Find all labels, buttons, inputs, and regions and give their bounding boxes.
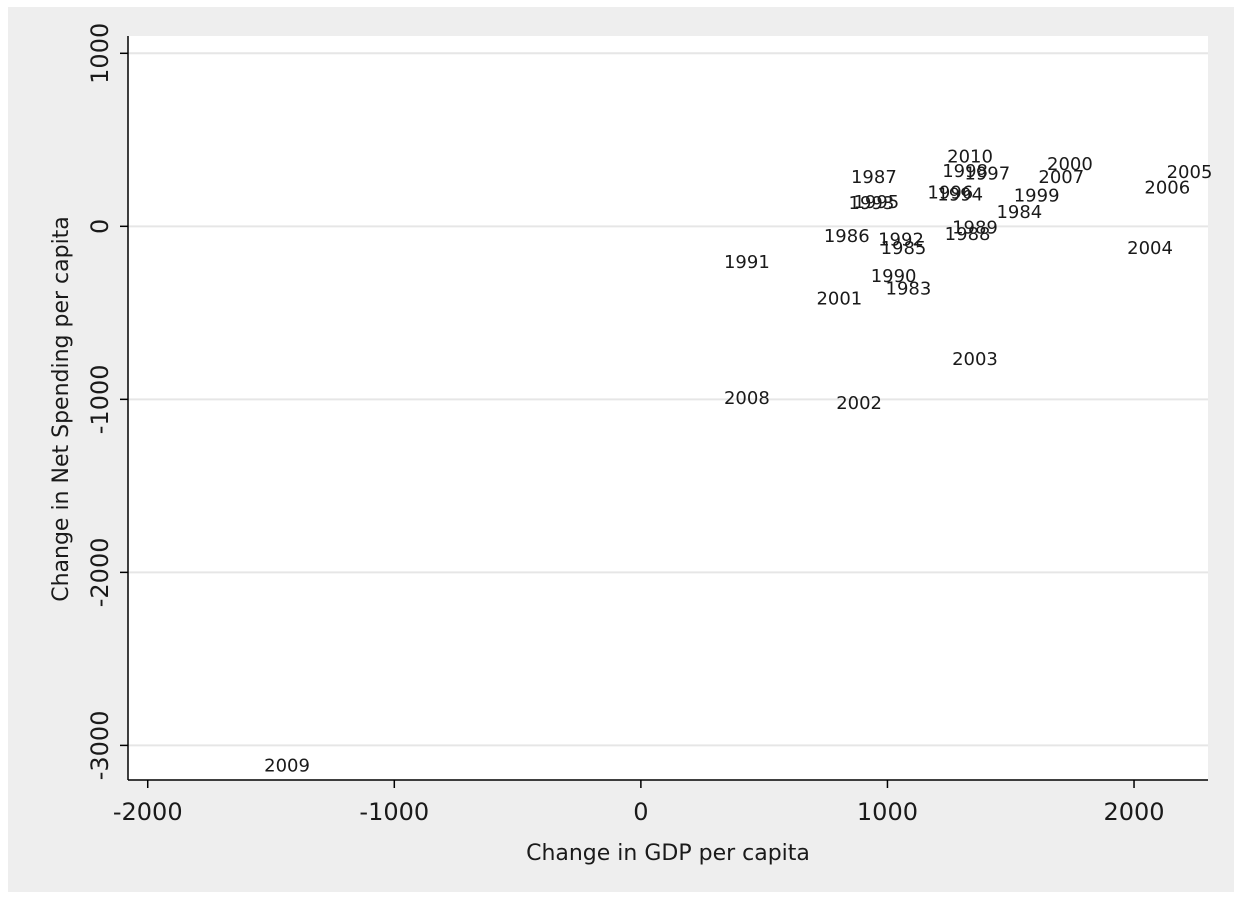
x-tick-label: 2000 <box>1103 798 1164 826</box>
point-label-1992: 1992 <box>878 229 924 250</box>
point-label-1988: 1988 <box>945 224 991 245</box>
point-label-1983: 1983 <box>886 279 932 300</box>
point-label-2007: 2007 <box>1038 167 1084 188</box>
point-label-2002: 2002 <box>836 393 882 414</box>
point-label-2010: 2010 <box>947 146 993 167</box>
y-tick-label: 1000 <box>86 23 114 84</box>
point-label-1987: 1987 <box>851 167 897 188</box>
point-label-1993: 1993 <box>849 193 895 214</box>
x-tick-label: -2000 <box>113 798 183 826</box>
point-label-2004: 2004 <box>1127 238 1173 259</box>
x-tick-label: -1000 <box>359 798 429 826</box>
point-label-1985: 1985 <box>881 238 927 259</box>
y-axis-title: Change in Net Spending per capita <box>49 216 74 602</box>
point-label-1991: 1991 <box>724 252 770 273</box>
point-label-1989: 1989 <box>952 217 998 238</box>
point-label-1990: 1990 <box>871 266 917 287</box>
point-label-1998: 1998 <box>942 161 988 182</box>
y-tick-label: 0 <box>86 219 114 234</box>
y-tick-label: -2000 <box>86 537 114 607</box>
axes: -2000 -1000 0 1000 2000 1000 0 -1000 -2000 -3000 <box>86 23 1208 826</box>
point-label-1994: 1994 <box>937 184 983 205</box>
point-label-2009: 2009 <box>264 755 310 776</box>
point-label-1996: 1996 <box>927 183 973 204</box>
x-tick-label: 0 <box>633 798 648 826</box>
y-tick-label: -1000 <box>86 364 114 434</box>
y-tick-label: -3000 <box>86 711 114 781</box>
point-label-2005: 2005 <box>1167 162 1213 183</box>
grid-lines <box>128 52 1208 747</box>
x-tick-label: 1000 <box>857 798 918 826</box>
point-label-1999: 1999 <box>1014 185 1060 206</box>
point-label-2000: 2000 <box>1047 154 1093 175</box>
plot-area <box>128 36 1208 780</box>
point-label-1986: 1986 <box>824 226 870 247</box>
point-label-1995: 1995 <box>853 192 899 213</box>
point-label-2008: 2008 <box>724 388 770 409</box>
x-axis-title: Change in GDP per capita <box>526 841 810 866</box>
point-label-2003: 2003 <box>952 349 998 370</box>
point-label-2001: 2001 <box>816 288 862 309</box>
point-label-1997: 1997 <box>964 164 1010 185</box>
point-label-1984: 1984 <box>996 202 1042 223</box>
point-label-2006: 2006 <box>1144 178 1190 199</box>
